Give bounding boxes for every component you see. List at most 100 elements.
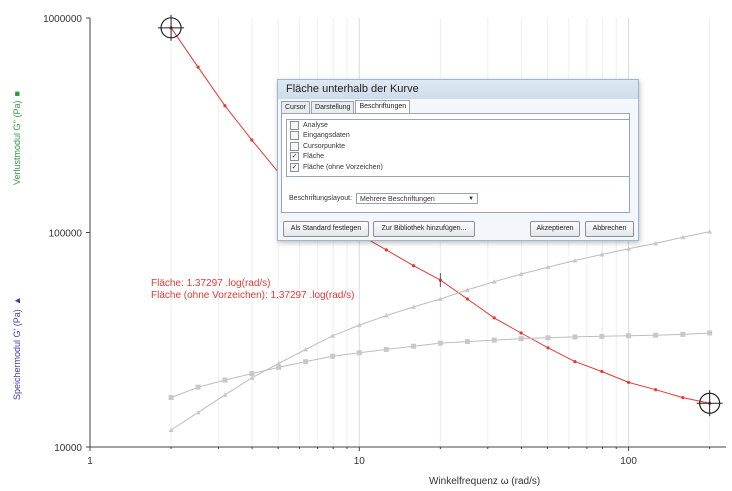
verlust-square-icon: ■ [12, 91, 22, 97]
series-point [681, 395, 685, 400]
area-annotation[interactable]: Fläche: 1.37297 .log(rad/s) [151, 278, 271, 289]
tab-cursor[interactable]: Cursor [281, 101, 311, 114]
checkbox-box[interactable] [290, 141, 299, 151]
series-point [437, 296, 443, 301]
series-point [546, 346, 550, 350]
tab-darstellung[interactable]: Darstellung [311, 101, 355, 114]
layout-row: Beschriftungslayout: Mehrere Beschriftun… [289, 193, 479, 204]
area-abs-annotation[interactable]: Fläche (ohne Vorzeichen): 1.37297 .log(r… [151, 290, 355, 301]
series-point [707, 330, 713, 336]
verlust-label-text: Verlustmodul G'' (Pa) [12, 100, 22, 185]
series-point [168, 395, 174, 401]
add-library-button[interactable]: Zur Bibliothek hinzufügen... [373, 221, 475, 237]
series-point [303, 359, 309, 365]
dropdown-arrow-icon[interactable]: ▼ [468, 196, 475, 202]
series-point [518, 271, 524, 277]
series-point [545, 264, 551, 270]
series-point [222, 377, 228, 383]
set-default-button[interactable]: Als Standard festlegen [283, 221, 369, 237]
series-point [519, 331, 523, 335]
checkbox-analyse[interactable]: Analyse [287, 120, 629, 131]
series-point [626, 246, 632, 251]
checkbox-label: Analyse [303, 121, 328, 129]
checkbox-flaeche-ohne-vorzeichen[interactable]: ✓ Fläche (ohne Vorzeichen) [287, 162, 629, 173]
series-point [680, 234, 686, 240]
speicher-triangle-icon: ▲ [12, 296, 22, 306]
checkbox-label: Fläche (ohne Vorzeichen) [303, 163, 383, 171]
series-point [465, 297, 469, 301]
series-point [599, 333, 605, 339]
dialog-tabs: Cursor Darstellung Beschriftungen [281, 100, 411, 114]
series-point [572, 334, 578, 340]
tab-beschriftungen[interactable]: Beschriftungen [355, 100, 411, 113]
series-point [195, 384, 201, 390]
series-point [411, 343, 417, 349]
checkbox-label: Eingangsdaten [303, 132, 350, 140]
series-point [626, 380, 631, 385]
series-point [383, 346, 389, 352]
area-under-curve-dialog: Fläche unterhalb der Kurve Cursor Darste… [277, 79, 639, 241]
speicher-label-text: Speichermodul G' (Pa) [12, 309, 22, 400]
checkbox-box-checked[interactable]: ✓ [290, 152, 299, 162]
checkbox-box-checked[interactable]: ✓ [290, 162, 299, 172]
series-point [249, 375, 255, 380]
series-point [464, 287, 470, 292]
x-tick-label: 1 [87, 456, 93, 467]
series-point [356, 350, 362, 356]
series-point [653, 240, 659, 246]
series-point [464, 339, 470, 345]
checkbox-label: Cursorpunkte [303, 142, 346, 150]
series-point [545, 335, 551, 341]
series-point [626, 333, 632, 339]
x-tick-label: 100 [620, 456, 637, 467]
series-point [411, 304, 417, 309]
y-axis-label-verlustmodul: Verlustmodul G'' (Pa) ■ [12, 91, 22, 185]
checkbox-cursorpunkte[interactable]: Cursorpunkte [287, 141, 629, 152]
label-checkbox-list: Analyse Eingangsdaten Cursorpunkte ✓ Fläc… [286, 119, 630, 177]
series-point [250, 138, 254, 142]
series-point [249, 371, 255, 377]
layout-label: Beschriftungslayout: [289, 195, 353, 202]
series-point [600, 369, 604, 374]
series-point [572, 258, 578, 263]
x-tick-label: 10 [354, 456, 366, 467]
layout-select[interactable]: Mehrere Beschriftungen ▼ [356, 193, 479, 204]
y-tick-label: 10000 [54, 443, 82, 454]
tab-panel: Analyse Eingangsdaten Cursorpunkte ✓ Fläc… [281, 113, 630, 213]
x-axis-label: Winkelfrequenz ω (rad/s) [429, 476, 541, 487]
accept-button[interactable]: Akzeptieren [530, 221, 580, 237]
series-point [356, 322, 362, 328]
series-point [518, 336, 524, 342]
series-point [707, 229, 713, 234]
series-point [330, 333, 336, 338]
cancel-button[interactable]: Abbrechen [585, 221, 634, 237]
series-point [303, 346, 309, 352]
series-point [330, 353, 336, 359]
series-point [491, 337, 497, 343]
series-point [680, 331, 686, 337]
series-point [437, 340, 443, 346]
dialog-title[interactable]: Fläche unterhalb der Kurve [278, 80, 638, 99]
checkbox-box[interactable] [290, 120, 299, 130]
series-point [276, 361, 282, 366]
series-point [223, 104, 227, 108]
series-point [653, 332, 659, 338]
checkbox-eingangsdaten[interactable]: Eingangsdaten [287, 131, 629, 142]
checkbox-box[interactable] [290, 131, 299, 141]
series-point [276, 364, 282, 370]
series-point [383, 313, 389, 318]
series-point [196, 65, 200, 69]
layout-select-value: Mehrere Beschriftungen [360, 196, 435, 203]
y-tick-label: 1000000 [43, 14, 82, 25]
series-point [168, 427, 174, 433]
series-point [411, 264, 416, 268]
series-point [573, 360, 577, 364]
checkbox-flaeche[interactable]: ✓ Fläche [287, 152, 629, 163]
series-point [491, 279, 497, 284]
series-point [492, 316, 496, 320]
series-point [654, 388, 658, 392]
series-point [599, 251, 605, 257]
y-tick-label: 100000 [49, 229, 83, 240]
series-point [222, 392, 228, 397]
